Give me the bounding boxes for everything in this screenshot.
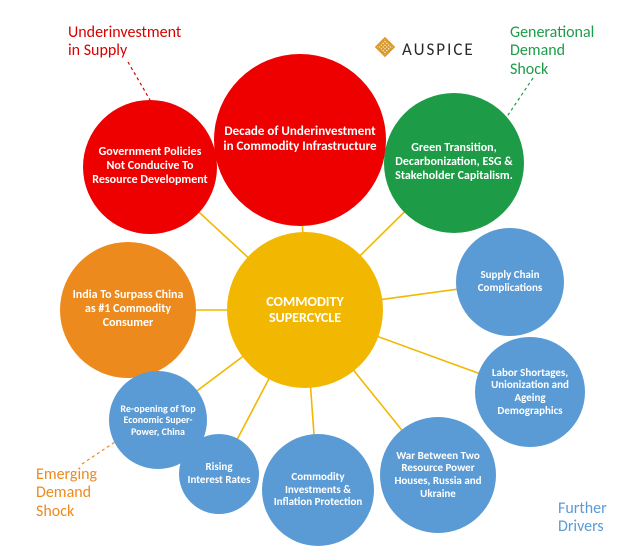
node-rates-label: Rising Interest Rates (187, 461, 251, 486)
node-labor: Labor Shortages, Unionization and Ageing… (475, 337, 585, 447)
node-china-reopen: Re-opening of Top Economic Super-Power, … (109, 371, 207, 469)
node-supply-chain: Supply Chain Complications (456, 228, 564, 336)
node-war-label: War Between Two Resource Power Houses, R… (388, 450, 488, 501)
node-commodity-inv-label: Commodity Investments & Inflation Protec… (270, 471, 366, 509)
corner-label-generational-demand: Generational Demand Shock (510, 24, 594, 79)
diagram-stage: COMMODITY SUPERCYCLE Government Policies … (0, 0, 640, 548)
brand: AUSPICE (374, 36, 475, 63)
brand-logo-icon (374, 36, 396, 63)
node-labor-label: Labor Shortages, Unionization and Ageing… (483, 367, 577, 418)
node-commodity-inv: Commodity Investments & Inflation Protec… (262, 434, 374, 546)
node-gov-policies-label: Government Policies Not Conducive To Res… (91, 146, 209, 187)
node-china-reopen-label: Re-opening of Top Economic Super-Power, … (117, 403, 199, 438)
corner-label-emerging-demand: Emerging Demand Shock (36, 466, 97, 521)
node-war: War Between Two Resource Power Houses, R… (380, 417, 496, 533)
node-green-transition-label: Green Transition, Decarbonization, ESG &… (392, 142, 516, 183)
center-bubble: COMMODITY SUPERCYCLE (227, 232, 383, 388)
node-india-label: India To Surpass China as #1 Commodity C… (68, 289, 188, 330)
brand-text: AUSPICE (402, 39, 475, 60)
node-india: India To Surpass China as #1 Commodity C… (60, 242, 196, 378)
node-underinvestment-label: Decade of Underinvestment in Commodity I… (222, 125, 378, 155)
center-bubble-label: COMMODITY SUPERCYCLE (235, 294, 375, 326)
corner-label-further-drivers: Further Drivers (558, 500, 607, 537)
corner-label-underinvestment-supply: Underinvestment in Supply (68, 24, 181, 61)
node-supply-chain-label: Supply Chain Complications (464, 269, 556, 294)
node-green-transition: Green Transition, Decarbonization, ESG &… (384, 93, 524, 233)
node-underinvestment: Decade of Underinvestment in Commodity I… (214, 54, 386, 226)
node-gov-policies: Government Policies Not Conducive To Res… (83, 100, 217, 234)
